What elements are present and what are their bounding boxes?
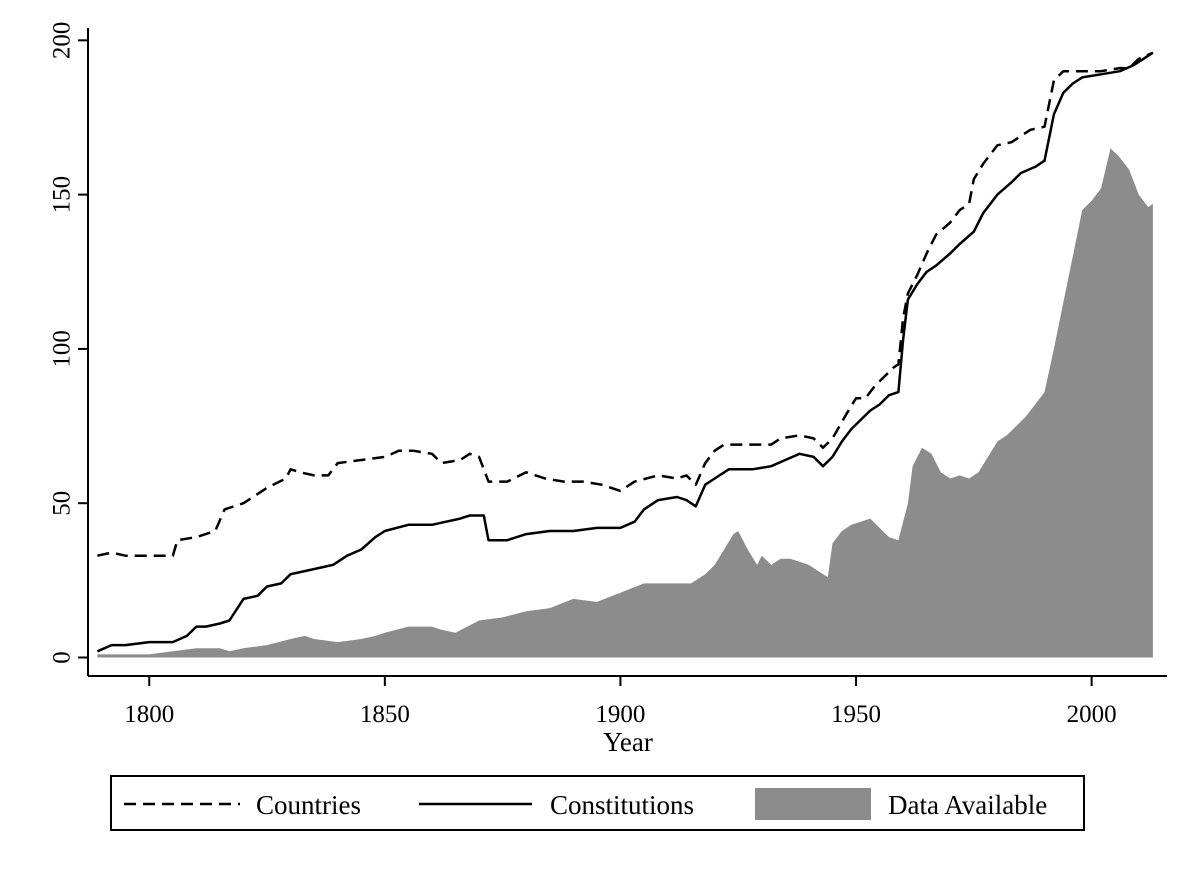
series-line-constitutions xyxy=(96,51,1154,653)
y-tick-label: 100 xyxy=(49,330,76,368)
line-layer xyxy=(96,51,1154,653)
legend-label-data-available: Data Available xyxy=(888,790,1047,820)
legend-label-countries: Countries xyxy=(256,790,361,820)
y-tick-label: 50 xyxy=(49,491,76,516)
y-tick-label: 200 xyxy=(49,22,76,60)
data-available-area-layer xyxy=(97,148,1153,658)
y-axis-ticks: 0 50 100 150 200 xyxy=(49,22,88,664)
legend-swatch-data-available xyxy=(755,788,871,820)
x-axis-title: Year xyxy=(603,727,653,757)
plot-frame xyxy=(87,28,1167,677)
x-tick-label: 1800 xyxy=(124,701,174,728)
legend-box xyxy=(110,775,1085,831)
x-tick-label: 1850 xyxy=(360,701,410,728)
series-line-countries xyxy=(97,51,1154,557)
x-tick-label: 1900 xyxy=(595,701,645,728)
area-data-available xyxy=(97,148,1153,658)
x-axis-ticks: 1800 1850 1900 1950 2000 xyxy=(124,676,1117,728)
x-tick-label: 1950 xyxy=(831,701,881,728)
legend: Countries Constitutions Data Available xyxy=(110,775,1085,831)
y-tick-label: 0 xyxy=(49,651,76,664)
legend-label-constitutions: Constitutions xyxy=(550,790,694,820)
x-tick-label: 2000 xyxy=(1067,701,1117,728)
y-tick-label: 150 xyxy=(49,176,76,214)
